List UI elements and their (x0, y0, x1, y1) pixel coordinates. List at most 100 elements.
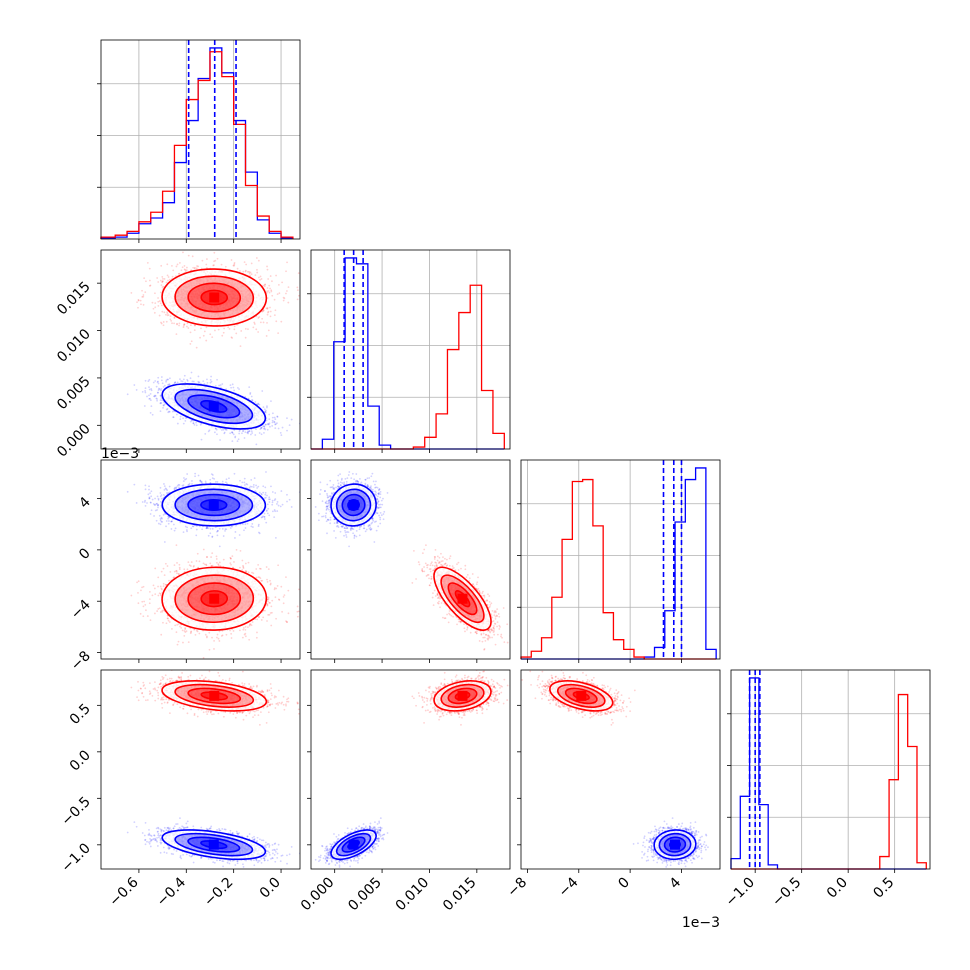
sample-point (186, 322, 189, 325)
sample-point (248, 272, 251, 275)
sample-point (199, 423, 202, 426)
sample-point (238, 432, 241, 435)
sample-point (150, 405, 153, 408)
sample-point (168, 278, 171, 281)
sample-point (276, 422, 278, 425)
sample-point (205, 263, 208, 266)
sample-point (264, 410, 267, 413)
panel-frame (100, 39, 301, 240)
hist-line-blue (311, 257, 505, 450)
sample-point (296, 298, 299, 301)
sample-point (182, 417, 184, 420)
sample-point (219, 384, 222, 386)
sample-point (165, 379, 168, 382)
sample-point (161, 276, 164, 278)
sample-point (286, 261, 288, 264)
sample-point (149, 411, 152, 414)
sample-point (158, 300, 161, 302)
sample-point (203, 383, 206, 385)
sample-point (257, 317, 260, 319)
sample-point (159, 394, 162, 397)
sample-point (277, 332, 280, 334)
sample-point (170, 528, 173, 530)
sample-point (214, 329, 216, 332)
sample-point (269, 287, 271, 290)
sample-point (255, 328, 258, 331)
sample-point (242, 429, 245, 432)
sample-point (265, 335, 268, 337)
sample-point (157, 297, 159, 299)
sample-point (149, 399, 152, 402)
sample-point (197, 382, 200, 384)
sample-point (166, 312, 169, 315)
sample-point (248, 270, 251, 273)
sample-point (296, 289, 299, 291)
sample-point (169, 318, 172, 321)
sample-point (162, 277, 164, 280)
sample-point (205, 326, 208, 329)
sample-point (266, 265, 268, 268)
sample-point (258, 432, 261, 434)
sample-point (151, 301, 154, 304)
sample-point (231, 337, 233, 339)
sample-point (159, 410, 162, 413)
sample-point (219, 439, 221, 441)
sample-point (214, 427, 217, 430)
sample-point (273, 421, 276, 424)
sample-point (261, 317, 264, 320)
sample-point (244, 431, 247, 434)
sample-point (254, 274, 257, 277)
panel-content (126, 471, 300, 659)
sample-point (221, 383, 224, 385)
sample-point (269, 425, 271, 428)
sample-point (270, 485, 272, 488)
sample-point (285, 270, 287, 273)
sample-point (147, 493, 150, 496)
sample-point (149, 397, 151, 400)
sample-point (153, 395, 156, 398)
sample-point (265, 419, 268, 422)
sample-point (173, 316, 176, 319)
sample-point (271, 421, 274, 424)
sample-point (155, 397, 158, 400)
sample-point (165, 320, 168, 323)
sample-point (189, 420, 192, 423)
sample-point (182, 480, 185, 483)
sample-point (271, 280, 273, 283)
sample-point (160, 304, 163, 307)
sample-point (297, 272, 300, 275)
sample-point (268, 291, 271, 294)
sample-point (184, 381, 187, 384)
sample-point (245, 263, 248, 266)
sample-point (171, 322, 173, 325)
sample-point (171, 275, 174, 278)
sample-point (286, 290, 288, 292)
sample-point (156, 277, 159, 279)
sample-point (207, 430, 210, 433)
sample-point (157, 380, 159, 383)
sample-point (274, 427, 277, 429)
sample-point (261, 390, 264, 392)
sample-point (218, 545, 221, 548)
sample-point (157, 391, 159, 394)
sample-point (281, 281, 284, 284)
sample-point (273, 314, 276, 317)
sample-point (263, 431, 265, 434)
sample-point (262, 321, 265, 324)
sample-point (169, 315, 172, 317)
sample-point (148, 388, 151, 391)
sample-point (180, 380, 183, 382)
sample-point (148, 267, 151, 270)
sample-point (157, 387, 160, 390)
sample-point (248, 386, 251, 389)
sample-point (142, 294, 145, 296)
sample-point (277, 283, 280, 286)
sample-point (174, 527, 177, 530)
sample-point (233, 264, 236, 267)
sample-point (154, 394, 156, 397)
sample-point (214, 259, 217, 262)
sample-point (243, 261, 246, 264)
sample-point (234, 436, 237, 439)
sample-point (136, 301, 138, 304)
sample-point (148, 394, 150, 397)
